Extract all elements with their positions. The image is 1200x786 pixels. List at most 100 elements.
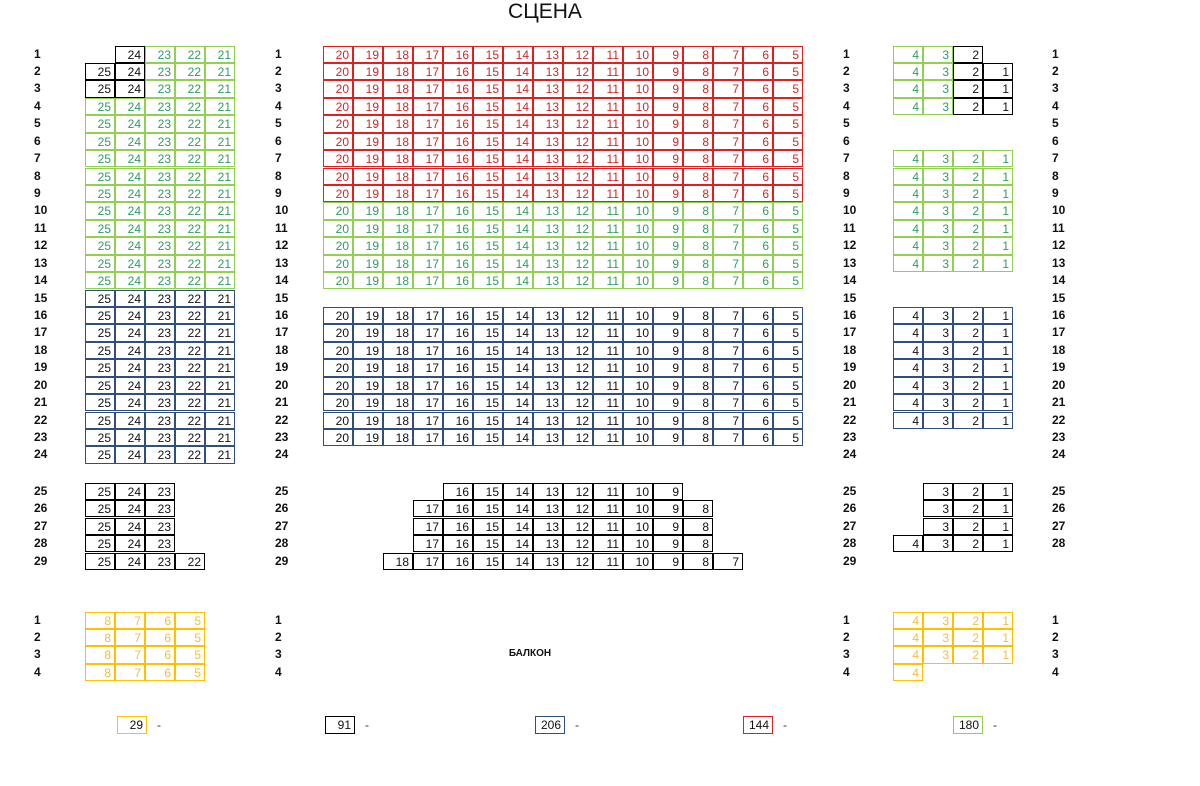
- seat[interactable]: 13: [533, 80, 563, 98]
- seat[interactable]: 21: [205, 359, 235, 377]
- seat[interactable]: 18: [383, 552, 413, 570]
- seat[interactable]: 14: [503, 428, 533, 447]
- seat[interactable]: 2: [953, 62, 983, 81]
- seat[interactable]: 21: [205, 289, 235, 307]
- seat[interactable]: 4: [893, 150, 923, 168]
- seat[interactable]: 3: [923, 202, 953, 220]
- seat[interactable]: 15: [473, 115, 503, 133]
- seat[interactable]: 4: [893, 324, 923, 342]
- seat[interactable]: 18: [383, 80, 413, 98]
- seat[interactable]: 8: [683, 272, 713, 290]
- seat[interactable]: 4: [893, 202, 923, 220]
- seat[interactable]: 21: [205, 306, 235, 325]
- seat[interactable]: 11: [593, 552, 623, 570]
- seat[interactable]: 10: [623, 167, 653, 185]
- seat[interactable]: 10: [623, 254, 653, 273]
- seat[interactable]: 1: [983, 306, 1013, 325]
- seat[interactable]: 12: [563, 237, 593, 255]
- seat[interactable]: 25: [85, 150, 115, 168]
- seat[interactable]: 5: [773, 80, 803, 98]
- seat[interactable]: 15: [473, 500, 503, 518]
- seat[interactable]: 16: [443, 482, 473, 500]
- seat[interactable]: 8: [683, 552, 713, 570]
- seat[interactable]: 13: [533, 237, 563, 255]
- seat[interactable]: 21: [205, 115, 235, 133]
- seat[interactable]: 20: [323, 115, 353, 133]
- seat[interactable]: 17: [413, 359, 443, 377]
- seat[interactable]: 22: [175, 324, 205, 342]
- seat[interactable]: 9: [653, 150, 683, 168]
- seat[interactable]: 3: [923, 376, 953, 395]
- seat[interactable]: 25: [85, 62, 115, 81]
- seat[interactable]: 17: [413, 62, 443, 81]
- seat[interactable]: 6: [145, 611, 175, 629]
- seat[interactable]: 14: [503, 202, 533, 220]
- seat[interactable]: 19: [353, 184, 383, 203]
- seat[interactable]: 13: [533, 45, 563, 63]
- seat[interactable]: 1: [983, 324, 1013, 342]
- seat[interactable]: 12: [563, 324, 593, 342]
- seat[interactable]: 7: [713, 411, 743, 429]
- seat[interactable]: 18: [383, 428, 413, 447]
- seat[interactable]: 18: [383, 202, 413, 220]
- seat[interactable]: 25: [85, 115, 115, 133]
- seat[interactable]: 10: [623, 115, 653, 133]
- seat[interactable]: 5: [773, 341, 803, 360]
- seat[interactable]: 3: [923, 611, 953, 629]
- seat[interactable]: 7: [713, 132, 743, 151]
- seat[interactable]: 25: [85, 428, 115, 447]
- seat[interactable]: 15: [473, 254, 503, 273]
- seat[interactable]: 21: [205, 376, 235, 395]
- seat[interactable]: 17: [413, 428, 443, 447]
- seat[interactable]: 20: [323, 254, 353, 273]
- seat[interactable]: 5: [773, 359, 803, 377]
- seat[interactable]: 23: [145, 254, 175, 273]
- seat[interactable]: 6: [743, 167, 773, 185]
- seat[interactable]: 23: [145, 324, 175, 342]
- seat[interactable]: 9: [653, 132, 683, 151]
- seat[interactable]: 21: [205, 446, 235, 464]
- seat[interactable]: 6: [743, 306, 773, 325]
- seat[interactable]: 25: [85, 132, 115, 151]
- seat[interactable]: 15: [473, 150, 503, 168]
- seat[interactable]: 5: [773, 115, 803, 133]
- seat[interactable]: 17: [413, 411, 443, 429]
- seat[interactable]: 6: [743, 80, 773, 98]
- seat[interactable]: 4: [893, 254, 923, 273]
- seat[interactable]: 10: [623, 80, 653, 98]
- seat[interactable]: 25: [85, 167, 115, 185]
- seat[interactable]: 8: [683, 535, 713, 553]
- seat[interactable]: 11: [593, 132, 623, 151]
- seat[interactable]: 20: [323, 62, 353, 81]
- seat[interactable]: 15: [473, 80, 503, 98]
- seat[interactable]: 5: [773, 237, 803, 255]
- seat[interactable]: 18: [383, 254, 413, 273]
- seat[interactable]: 23: [145, 202, 175, 220]
- seat[interactable]: 22: [175, 184, 205, 203]
- seat[interactable]: 6: [743, 184, 773, 203]
- seat[interactable]: 7: [713, 341, 743, 360]
- seat[interactable]: 19: [353, 219, 383, 238]
- seat[interactable]: 11: [593, 115, 623, 133]
- seat[interactable]: 4: [893, 80, 923, 98]
- seat[interactable]: 10: [623, 482, 653, 500]
- seat[interactable]: 10: [623, 552, 653, 570]
- seat[interactable]: 3: [923, 184, 953, 203]
- seat[interactable]: 1: [983, 535, 1013, 553]
- seat[interactable]: 15: [473, 45, 503, 63]
- seat[interactable]: 18: [383, 324, 413, 342]
- seat[interactable]: 15: [473, 482, 503, 500]
- seat[interactable]: 16: [443, 45, 473, 63]
- seat[interactable]: 9: [653, 359, 683, 377]
- seat[interactable]: 16: [443, 272, 473, 290]
- seat[interactable]: 11: [593, 394, 623, 412]
- seat[interactable]: 19: [353, 45, 383, 63]
- seat[interactable]: 5: [773, 254, 803, 273]
- seat[interactable]: 7: [713, 202, 743, 220]
- seat[interactable]: 22: [175, 306, 205, 325]
- seat[interactable]: 19: [353, 272, 383, 290]
- seat[interactable]: 1: [983, 646, 1013, 664]
- seat[interactable]: 12: [563, 517, 593, 535]
- seat[interactable]: 8: [85, 646, 115, 664]
- seat[interactable]: 5: [773, 219, 803, 238]
